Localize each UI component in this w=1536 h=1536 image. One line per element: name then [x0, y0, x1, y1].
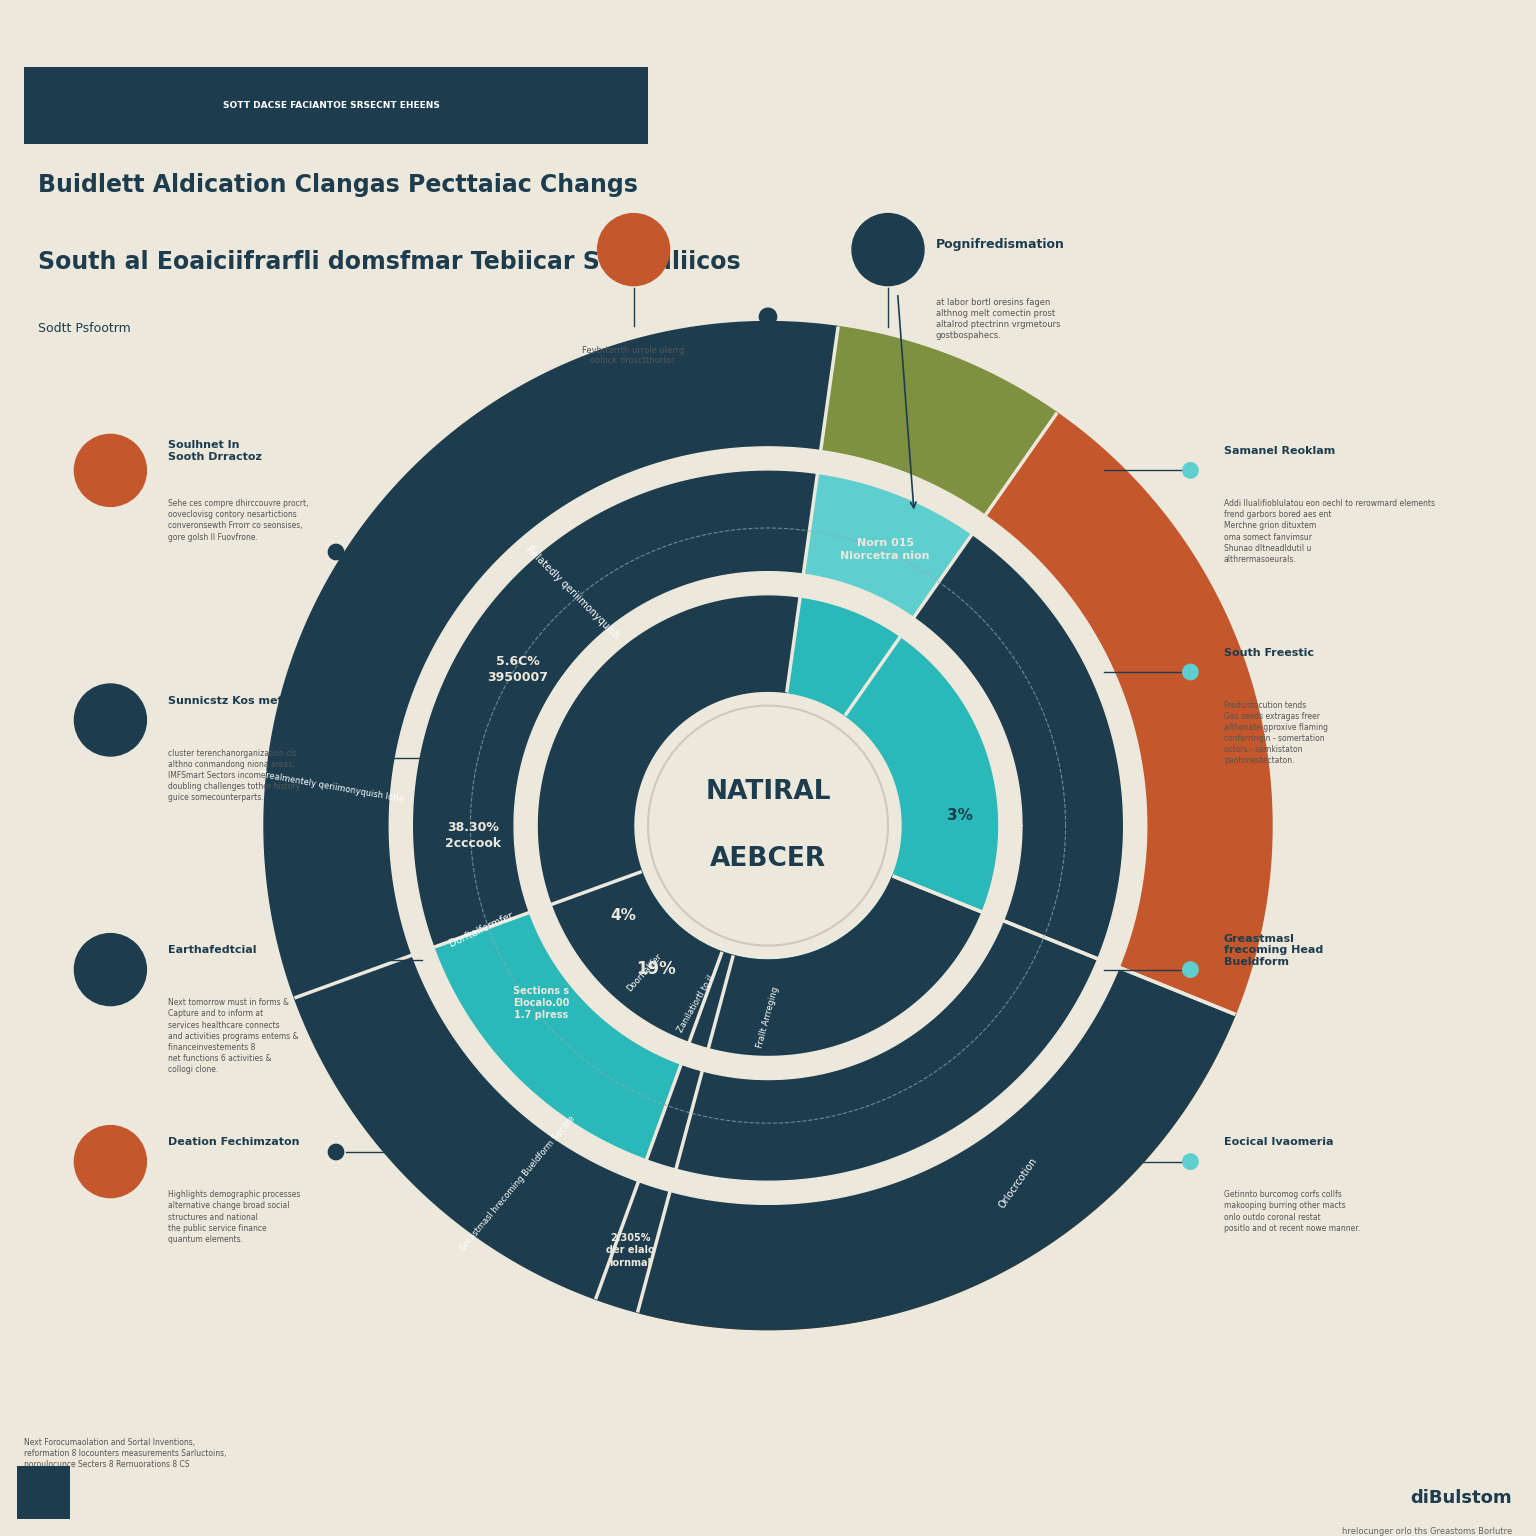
Polygon shape — [515, 571, 1021, 1080]
Text: AEBCER: AEBCER — [710, 846, 826, 872]
Text: Getinnto burcomog corfs collfs
makooping burring other macts
onlo outdo coronal : Getinnto burcomog corfs collfs makooping… — [1224, 1190, 1359, 1233]
Text: Doorftalifer: Doorftalifer — [625, 952, 664, 994]
Circle shape — [329, 952, 344, 968]
Polygon shape — [820, 327, 1057, 519]
Text: Sehe ces compre dhirccouvre procrt,
ooveclovisg contory nesartictions
converonse: Sehe ces compre dhirccouvre procrt, oove… — [167, 499, 309, 542]
Text: Fredsistocution tends
Gas seeds extragas freer
althonate gproxive flaming
confer: Fredsistocution tends Gas seeds extragas… — [1224, 700, 1329, 765]
Polygon shape — [409, 465, 819, 1164]
Circle shape — [74, 435, 146, 507]
Text: NATIRAL: NATIRAL — [705, 779, 831, 805]
Text: Addi llualifioblulatou eon oechl to rerowmard elements
frend garbors bored aes e: Addi llualifioblulatou eon oechl to rero… — [1224, 499, 1435, 564]
Text: 335 Connlnt
konnrohlt: 335 Connlnt konnrohlt — [774, 1260, 840, 1281]
Text: Fevbrtorrth urrole olerrg
oolock drosctthurlor.: Fevbrtorrth urrole olerrg oolock drosctt… — [582, 346, 685, 366]
Polygon shape — [528, 587, 1008, 1064]
Polygon shape — [430, 911, 1101, 1186]
Text: Buidlett Aldication Clangas Pecttaiac Changs: Buidlett Aldication Clangas Pecttaiac Ch… — [38, 174, 639, 197]
Circle shape — [852, 214, 925, 286]
Circle shape — [74, 684, 146, 756]
Text: Sunnicstz Kos mettocls: Sunnicstz Kos mettocls — [167, 696, 313, 707]
Text: South al Eoaiciifrarfli domsfmar Tebiicar Saailalliicos: South al Eoaiciifrarfli domsfmar Tebiica… — [38, 249, 740, 273]
Text: Samanel Reoklam: Samanel Reoklam — [1224, 445, 1335, 456]
Polygon shape — [389, 447, 1147, 1204]
Text: Frallt Arrreging: Frallt Arrreging — [756, 986, 780, 1049]
Circle shape — [329, 1144, 344, 1160]
Text: 19%: 19% — [636, 960, 676, 978]
Polygon shape — [803, 468, 974, 621]
Circle shape — [1183, 665, 1198, 679]
Text: diBulstom: diBulstom — [1410, 1490, 1511, 1507]
Text: Pognifredismation: Pognifredismation — [935, 238, 1064, 252]
Circle shape — [1183, 1154, 1198, 1169]
Circle shape — [1183, 962, 1198, 977]
Text: Eocical Ivaomeria: Eocical Ivaomeria — [1224, 1137, 1333, 1147]
Polygon shape — [983, 413, 1272, 1014]
Circle shape — [1183, 462, 1198, 478]
Text: 5.6C%
3950007: 5.6C% 3950007 — [487, 654, 548, 684]
Circle shape — [759, 309, 777, 326]
Text: Highlights demographic processes
alternative change broad social
structures and : Highlights demographic processes alterna… — [167, 1190, 301, 1244]
Circle shape — [598, 214, 670, 286]
Polygon shape — [596, 966, 1235, 1330]
Text: 4%: 4% — [610, 908, 636, 923]
FancyBboxPatch shape — [25, 68, 648, 144]
Text: Earthafedtcial: Earthafedtcial — [167, 945, 257, 955]
Polygon shape — [637, 966, 1235, 1330]
Text: Soulhnet In
Sooth Drractoz: Soulhnet In Sooth Drractoz — [167, 441, 261, 462]
Circle shape — [74, 1126, 146, 1198]
Polygon shape — [911, 531, 1127, 960]
Text: Norn 015
Nlorcetra nion: Norn 015 Nlorcetra nion — [840, 538, 929, 561]
Text: South Freestic: South Freestic — [1224, 648, 1313, 657]
Text: Deation Fechimzaton: Deation Fechimzaton — [167, 1137, 300, 1147]
Text: SOTT DACSE FACIANTOE SRSECNT EHEENS: SOTT DACSE FACIANTOE SRSECNT EHEENS — [223, 101, 439, 111]
Text: 3%: 3% — [946, 808, 972, 823]
Text: Orlocrcotion: Orlocrcotion — [997, 1157, 1040, 1210]
Text: Relatedly qeriiimonyquish: Relatedly qeriiimonyquish — [524, 544, 621, 641]
Text: cluster terenchanorganization cls
althno conmandong niona areas,
IMFSmart Sector: cluster terenchanorganization cls althno… — [167, 750, 300, 802]
Text: Sodtt Psfootrm: Sodtt Psfootrm — [38, 321, 131, 335]
Circle shape — [329, 751, 344, 766]
Text: hrelocunger orlo ths Greastoms Borlutre: hrelocunger orlo ths Greastoms Borlutre — [1342, 1527, 1511, 1536]
Text: Frealmentely qeriimonyquish lotle: Frealmentely qeriimonyquish lotle — [261, 771, 404, 805]
Text: Zanilatiortl to il: Zanilatiortl to il — [676, 974, 716, 1034]
Polygon shape — [533, 590, 986, 1061]
Text: Next Forocumaolation and Sortal Inventions,
reformation 8 locounters measurement: Next Forocumaolation and Sortal Inventio… — [25, 1438, 226, 1468]
Polygon shape — [645, 919, 1101, 1186]
Text: Dorftalfermfer: Dorftalfermfer — [449, 911, 515, 949]
Text: Sections s
Elocalo.00
1.7 plress: Sections s Elocalo.00 1.7 plress — [513, 986, 570, 1020]
Text: Greastmasl hrecoming Bueldform Secltre: Greastmasl hrecoming Bueldform Secltre — [458, 1114, 578, 1253]
Text: Next tomorrow must in forms &
Capture and to inform at
services healthcare conne: Next tomorrow must in forms & Capture an… — [167, 998, 298, 1074]
Polygon shape — [264, 321, 839, 1299]
Text: at labor bortl oresins fagen
althnog melt comectin prost
altalrod ptectrinn vrgm: at labor bortl oresins fagen althnog mel… — [935, 298, 1060, 339]
Circle shape — [648, 705, 888, 946]
FancyBboxPatch shape — [17, 1467, 69, 1519]
Text: 2.305%
der elalo
iornmal: 2.305% der elalo iornmal — [605, 1233, 654, 1267]
Text: Greastmasl
frecoming Head
Bueldform: Greastmasl frecoming Head Bueldform — [1224, 934, 1322, 968]
Circle shape — [329, 544, 344, 559]
Polygon shape — [547, 593, 1003, 1061]
Circle shape — [74, 934, 146, 1006]
Polygon shape — [404, 461, 1132, 1190]
Text: 38.30%
2cccook: 38.30% 2cccook — [445, 822, 501, 851]
